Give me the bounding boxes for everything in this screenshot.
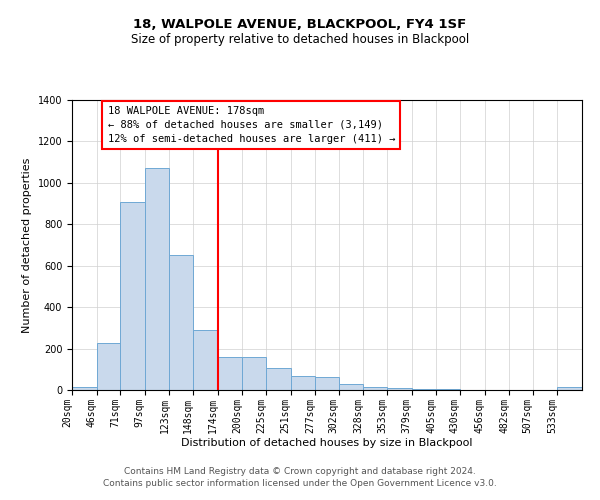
X-axis label: Distribution of detached houses by size in Blackpool: Distribution of detached houses by size …	[181, 438, 473, 448]
Text: 18 WALPOLE AVENUE: 178sqm
← 88% of detached houses are smaller (3,149)
12% of se: 18 WALPOLE AVENUE: 178sqm ← 88% of detac…	[108, 106, 395, 144]
Text: Contains HM Land Registry data © Crown copyright and database right 2024.
Contai: Contains HM Land Registry data © Crown c…	[103, 466, 497, 487]
Bar	[339, 384, 364, 390]
Bar	[315, 376, 339, 390]
Bar	[364, 387, 387, 390]
Text: 18, WALPOLE AVENUE, BLACKPOOL, FY4 1SF: 18, WALPOLE AVENUE, BLACKPOOL, FY4 1SF	[133, 18, 467, 30]
Bar	[120, 202, 145, 390]
Bar	[387, 388, 412, 390]
Bar	[218, 357, 242, 390]
Bar	[145, 168, 169, 390]
Bar	[193, 330, 218, 390]
Bar	[242, 357, 266, 390]
Bar	[436, 389, 460, 390]
Y-axis label: Number of detached properties: Number of detached properties	[22, 158, 32, 332]
Bar	[290, 376, 315, 390]
Text: Size of property relative to detached houses in Blackpool: Size of property relative to detached ho…	[131, 32, 469, 46]
Bar	[169, 256, 193, 390]
Bar	[97, 344, 120, 390]
Bar	[557, 387, 582, 390]
Bar	[72, 387, 97, 390]
Bar	[412, 389, 436, 390]
Bar	[266, 368, 290, 390]
